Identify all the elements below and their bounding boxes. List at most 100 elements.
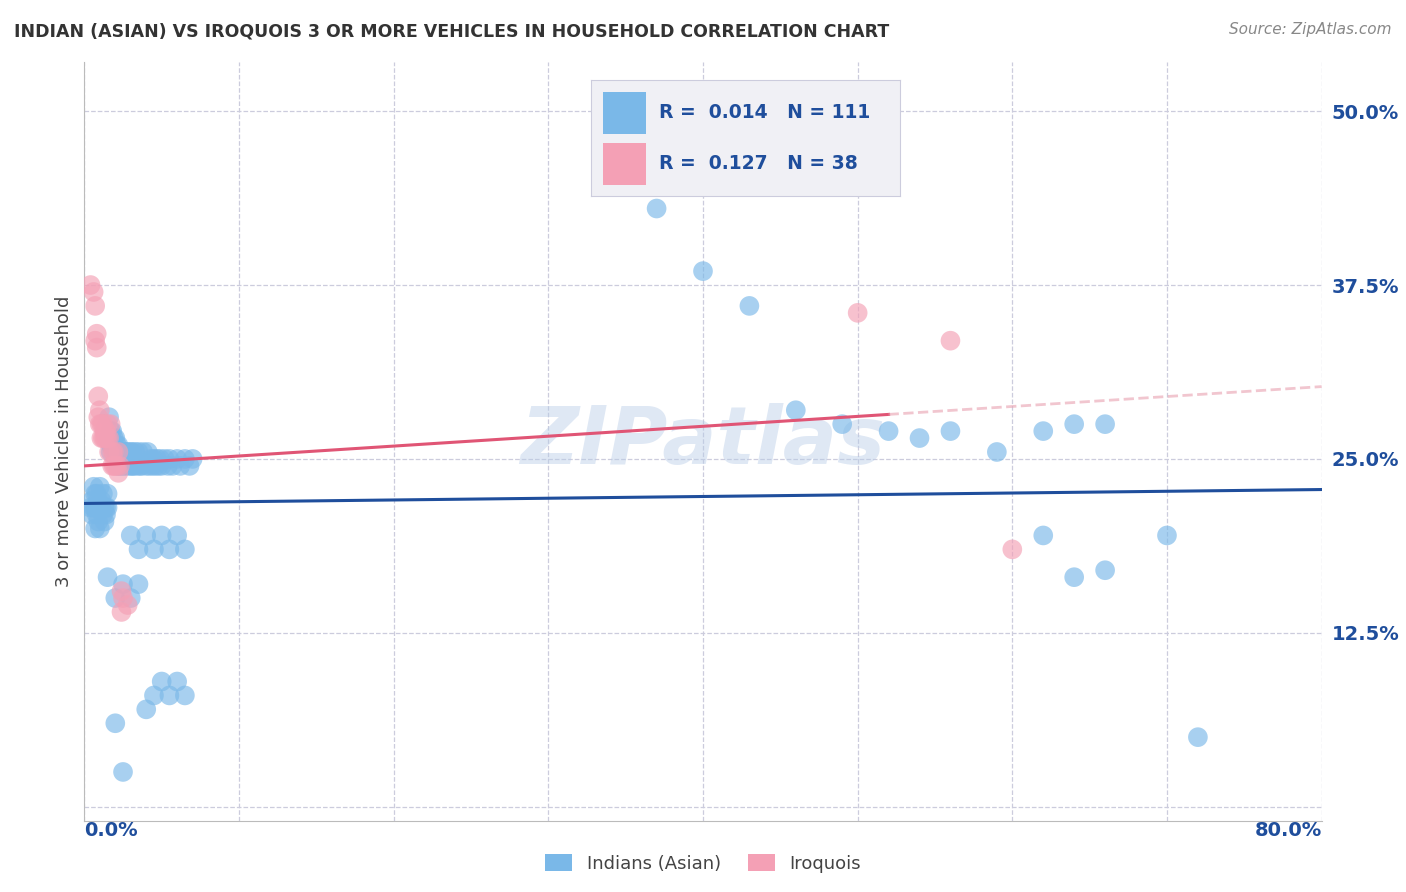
Point — [112, 445, 135, 459]
Point — [107, 466, 129, 480]
Point — [86, 500, 108, 515]
Point — [93, 515, 115, 529]
Point — [166, 451, 188, 466]
Point — [121, 458, 143, 473]
Point — [117, 445, 139, 459]
Point — [127, 445, 149, 459]
Point — [738, 299, 761, 313]
Text: 80.0%: 80.0% — [1254, 821, 1322, 839]
Point — [87, 515, 110, 529]
Point — [138, 458, 160, 473]
Point — [125, 458, 148, 473]
Point — [96, 486, 118, 500]
Point — [135, 528, 157, 542]
Point — [645, 202, 668, 216]
Point — [89, 417, 111, 432]
Point — [166, 674, 188, 689]
Point — [135, 702, 157, 716]
Y-axis label: 3 or more Vehicles in Household: 3 or more Vehicles in Household — [55, 296, 73, 587]
Point — [1063, 417, 1085, 432]
Point — [114, 458, 136, 473]
Point — [103, 458, 125, 473]
Point — [112, 577, 135, 591]
Point — [1063, 570, 1085, 584]
Point — [118, 451, 141, 466]
Point — [120, 445, 142, 459]
Point — [132, 445, 155, 459]
Point — [100, 438, 122, 452]
Point — [108, 458, 131, 473]
Point — [103, 445, 125, 459]
Point — [84, 500, 107, 515]
Point — [107, 445, 129, 459]
Point — [93, 500, 115, 515]
Point — [121, 445, 143, 459]
Point — [103, 431, 125, 445]
Point — [105, 458, 128, 473]
Point — [110, 584, 132, 599]
Point — [96, 417, 118, 432]
Point — [1094, 417, 1116, 432]
Point — [115, 445, 138, 459]
Point — [98, 410, 121, 425]
Point — [131, 458, 153, 473]
Point — [939, 334, 962, 348]
Point — [122, 458, 145, 473]
Point — [100, 417, 122, 432]
Point — [93, 431, 115, 445]
Point — [83, 500, 105, 515]
Text: R =  0.127   N = 38: R = 0.127 N = 38 — [658, 154, 858, 173]
Point — [86, 341, 108, 355]
Point — [146, 451, 169, 466]
FancyBboxPatch shape — [603, 143, 647, 185]
Point — [986, 445, 1008, 459]
Point — [112, 458, 135, 473]
Point — [174, 689, 197, 703]
Point — [159, 451, 180, 466]
Point — [108, 458, 131, 473]
Point — [117, 458, 139, 473]
Point — [692, 264, 714, 278]
Point — [1187, 730, 1209, 744]
Point — [96, 500, 118, 515]
Point — [124, 445, 146, 459]
Point — [108, 445, 131, 459]
Point — [150, 674, 173, 689]
Point — [84, 486, 107, 500]
Point — [831, 417, 853, 432]
Point — [143, 689, 166, 703]
Point — [89, 500, 111, 515]
Point — [104, 716, 127, 731]
Point — [86, 486, 108, 500]
Point — [110, 445, 132, 459]
Point — [91, 417, 114, 432]
Point — [166, 528, 188, 542]
Point — [87, 500, 110, 515]
Point — [86, 326, 108, 341]
Point — [87, 493, 110, 508]
Point — [104, 458, 127, 473]
Point — [156, 458, 179, 473]
Point — [83, 480, 105, 494]
Point — [83, 285, 105, 299]
Point — [82, 493, 104, 508]
Point — [87, 410, 110, 425]
Point — [101, 424, 124, 438]
Point — [1032, 424, 1054, 438]
Point — [110, 605, 132, 619]
Point — [114, 445, 136, 459]
Point — [150, 458, 173, 473]
Point — [159, 689, 180, 703]
Point — [91, 508, 114, 522]
Point — [153, 451, 176, 466]
Point — [135, 458, 157, 473]
Point — [101, 458, 124, 473]
Point — [127, 542, 149, 557]
Point — [105, 438, 128, 452]
Point — [785, 403, 807, 417]
Point — [908, 431, 931, 445]
Point — [107, 458, 129, 473]
Point — [94, 508, 117, 522]
Text: R =  0.014   N = 111: R = 0.014 N = 111 — [658, 103, 870, 122]
Point — [79, 500, 101, 515]
